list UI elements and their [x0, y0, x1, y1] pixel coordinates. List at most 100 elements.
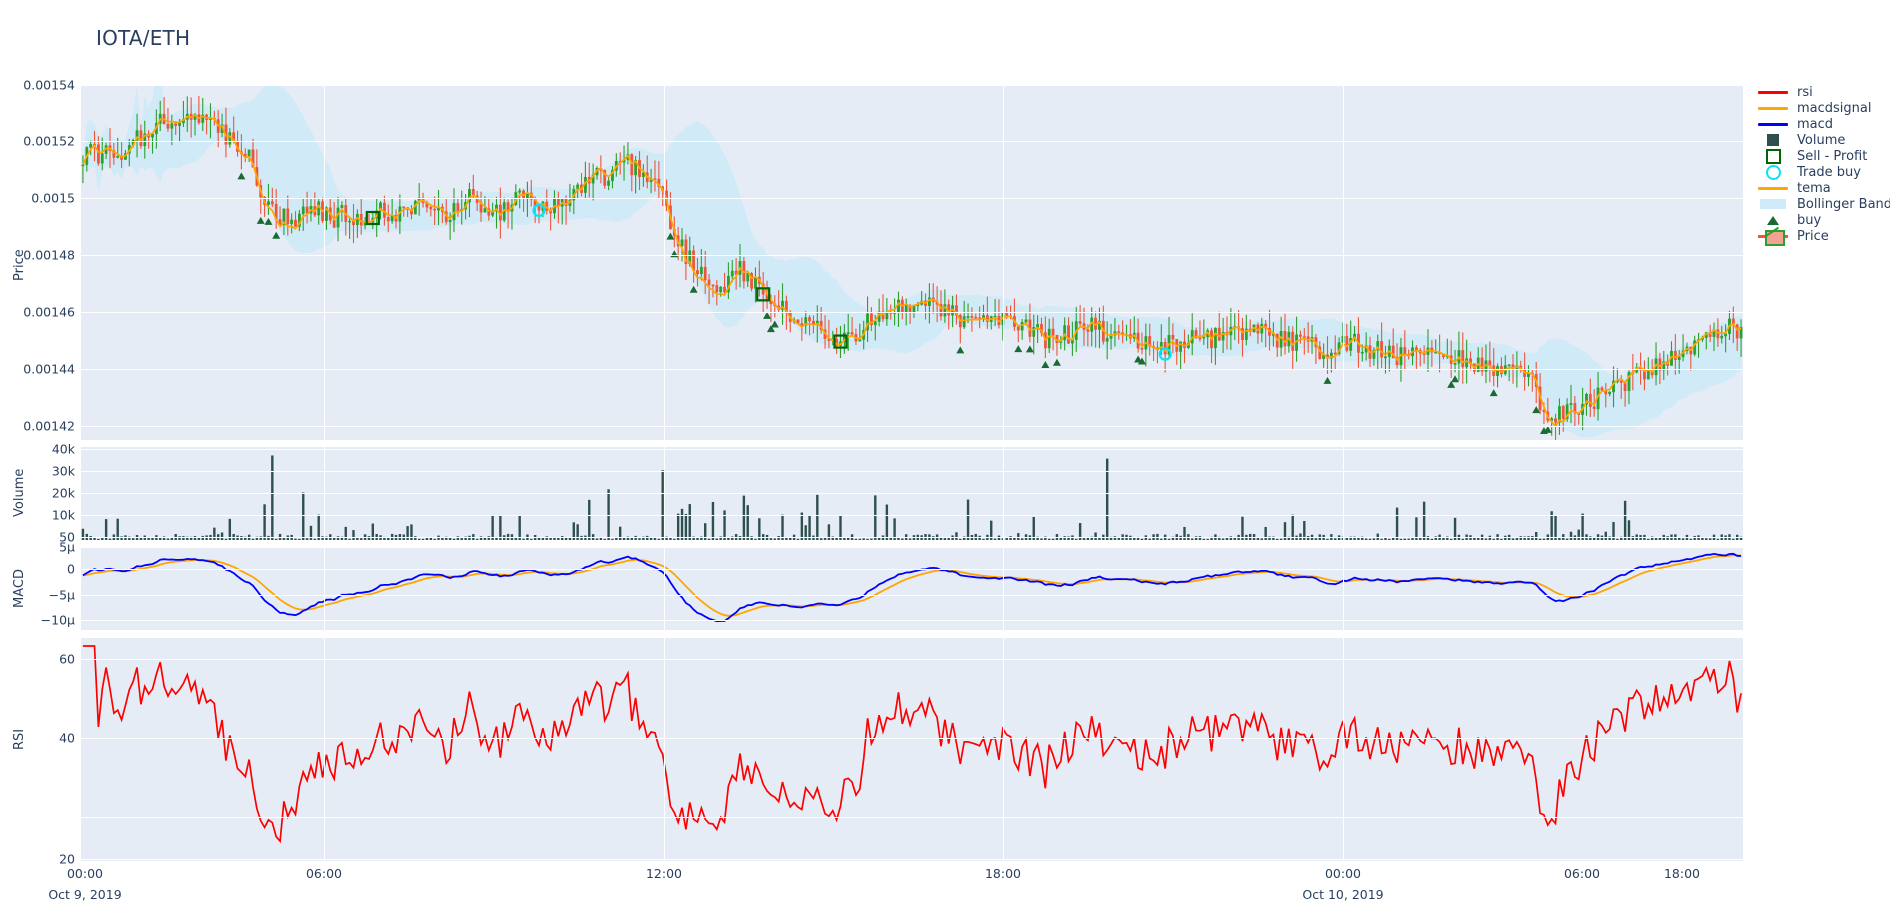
- band-swatch-icon: [1757, 196, 1789, 212]
- x-axis-tick: 00:00: [1324, 866, 1362, 881]
- gridline: [81, 738, 1743, 740]
- volume-ytick: 10k: [51, 507, 75, 523]
- legend-item-rsi[interactable]: rsi: [1757, 84, 1890, 100]
- gridline: [324, 547, 326, 630]
- gridline: [664, 85, 666, 440]
- volume-axis-title: Volume: [12, 468, 27, 518]
- page-title: IOTA/ETH: [96, 26, 191, 50]
- rsi-ytick: 40: [59, 730, 75, 746]
- x-axis-tick: 18:00: [984, 866, 1022, 881]
- x-axis-tick: 00:00: [66, 866, 104, 881]
- legend-item-trade-buy[interactable]: Trade buy: [1757, 164, 1890, 180]
- macd-ytick: −10µ: [40, 612, 75, 628]
- legend-item-volume[interactable]: Volume: [1757, 132, 1890, 148]
- legend-item-label: rsi: [1797, 84, 1813, 100]
- price-ytick: 0.0015: [31, 190, 75, 206]
- legend-item-label: Sell - Profit: [1797, 148, 1868, 164]
- gridline: [1003, 638, 1005, 861]
- line-icon: [1757, 180, 1789, 196]
- rsi-plot: [82, 645, 1742, 844]
- gridline: [1343, 547, 1345, 630]
- legend-item-label: Price: [1797, 228, 1829, 244]
- gridline: [1003, 547, 1005, 630]
- gridline: [81, 595, 1743, 597]
- price-ytick: 0.00146: [23, 304, 75, 320]
- gridline: [664, 547, 666, 630]
- square-icon: [1757, 132, 1789, 148]
- legend-item-buy[interactable]: buy: [1757, 212, 1890, 228]
- square-open-icon: [1757, 148, 1789, 164]
- gridline: [81, 198, 1743, 200]
- volume-ytick: 40k: [51, 441, 75, 457]
- macd-panel: [81, 547, 1743, 630]
- price-ytick: 0.00142: [23, 418, 75, 434]
- rsi-ytick: 60: [59, 651, 75, 667]
- gridline: [1343, 638, 1345, 861]
- price-ytick: 0.00154: [23, 77, 75, 93]
- macd-axis-title: MACD: [12, 569, 27, 609]
- legend-item-sell-profit[interactable]: Sell - Profit: [1757, 148, 1890, 164]
- legend-item-macd[interactable]: macd: [1757, 116, 1890, 132]
- gridline: [81, 537, 1743, 539]
- price-plot: [81, 85, 1743, 440]
- macd-ytick: −5µ: [48, 587, 75, 603]
- triangle-up-icon: [1757, 212, 1789, 228]
- gridline: [664, 638, 666, 861]
- x-axis-date: Oct 10, 2019: [1302, 887, 1384, 902]
- legend-item-label: Trade buy: [1797, 164, 1861, 180]
- macd-ytick: 5µ: [59, 539, 75, 555]
- line-icon: [1757, 100, 1789, 116]
- price-ytick: 0.00152: [23, 133, 75, 149]
- gridline: [81, 141, 1743, 143]
- gridline: [81, 85, 1743, 87]
- gridline: [81, 471, 1743, 473]
- rsi-axis-title: RSI: [12, 728, 27, 750]
- x-axis-tick: 18:00: [1663, 866, 1701, 881]
- gridline: [81, 620, 1743, 622]
- price-panel: [81, 85, 1743, 440]
- chart-legend: rsi macdsignal macd Volume Sell - Profit Trad…: [1757, 84, 1890, 246]
- volume-ytick: 30k: [51, 463, 75, 479]
- gridline: [81, 817, 1743, 819]
- legend-item-price[interactable]: Price: [1757, 226, 1890, 246]
- legend-item-label: buy: [1797, 212, 1822, 228]
- legend-item-macdsignal[interactable]: macdsignal: [1757, 100, 1890, 116]
- x-axis-tick: 12:00: [645, 866, 683, 881]
- x-axis-tick: 06:00: [1563, 866, 1601, 881]
- gridline: [81, 369, 1743, 371]
- legend-item-label: macd: [1797, 116, 1834, 132]
- volume-panel: [81, 447, 1743, 540]
- x-axis-date: Oct 9, 2019: [48, 887, 122, 902]
- legend-item-tema[interactable]: tema: [1757, 180, 1890, 196]
- gridline: [81, 449, 1743, 451]
- candlestick-icon: [1757, 226, 1789, 246]
- volume-ytick: 20k: [51, 485, 75, 501]
- rsi-ytick: 20: [59, 851, 75, 867]
- gridline: [81, 659, 1743, 661]
- macd-plot: [82, 552, 1742, 623]
- price-axis-title: Price: [12, 249, 27, 281]
- gridline: [81, 426, 1743, 428]
- legend-item-label: Bollinger Band: [1797, 196, 1890, 212]
- legend-item-bollinger-band[interactable]: Bollinger Band: [1757, 196, 1890, 212]
- gridline: [81, 255, 1743, 257]
- line-icon: [1757, 116, 1789, 132]
- gridline: [81, 312, 1743, 314]
- price-ytick: 0.00144: [23, 361, 75, 377]
- line-icon: [1757, 84, 1789, 100]
- gridline: [324, 85, 326, 440]
- macd-ytick: 0: [67, 561, 75, 577]
- volume-ytick: 50: [59, 529, 75, 545]
- circle-open-icon: [1757, 164, 1789, 180]
- x-axis-tick: 06:00: [305, 866, 343, 881]
- gridline: [1343, 85, 1345, 440]
- gridline: [1003, 85, 1005, 440]
- rsi-panel: [81, 638, 1743, 861]
- gridline: [81, 859, 1743, 861]
- gridline: [81, 515, 1743, 517]
- legend-item-label: Volume: [1797, 132, 1846, 148]
- gridline: [81, 569, 1743, 571]
- gridline: [81, 493, 1743, 495]
- legend-item-label: tema: [1797, 180, 1831, 196]
